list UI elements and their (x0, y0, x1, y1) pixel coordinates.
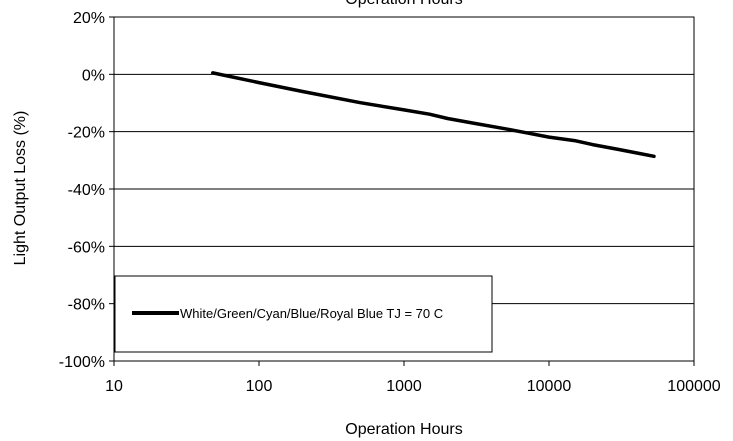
x-axis-ticks: 10 100 1000 10000 100000 (105, 361, 721, 395)
x-axis-title: Operation Hours (345, 421, 462, 438)
y-tick-label: -20% (68, 125, 105, 142)
x-tick-label: 10000 (527, 378, 572, 395)
chart-title: Operation Hours (345, 0, 462, 8)
series-layer (211, 71, 656, 159)
y-tick-label: 20% (73, 10, 105, 27)
x-tick-label: 10 (105, 378, 123, 395)
series-line-1 (211, 71, 656, 159)
y-axis-title: Light Output Loss (%) (12, 111, 29, 266)
y-axis-ticks: 20% 0% -20% -40% -60% -80% -100% (59, 10, 114, 371)
x-tick-label: 1000 (386, 378, 422, 395)
y-tick-label: -60% (68, 239, 105, 256)
legend: White/Green/Cyan/Blue/Royal Blue TJ = 70… (114, 275, 493, 353)
x-tick-label: 100 (246, 378, 273, 395)
y-tick-label: 0% (82, 67, 105, 84)
x-tick-label: 100000 (667, 378, 720, 395)
y-tick-label: -100% (59, 354, 105, 371)
y-tick-label: -80% (68, 297, 105, 314)
legend-label-series-1: White/Green/Cyan/Blue/Royal Blue TJ = 70… (180, 306, 443, 321)
y-tick-label: -40% (68, 182, 105, 199)
